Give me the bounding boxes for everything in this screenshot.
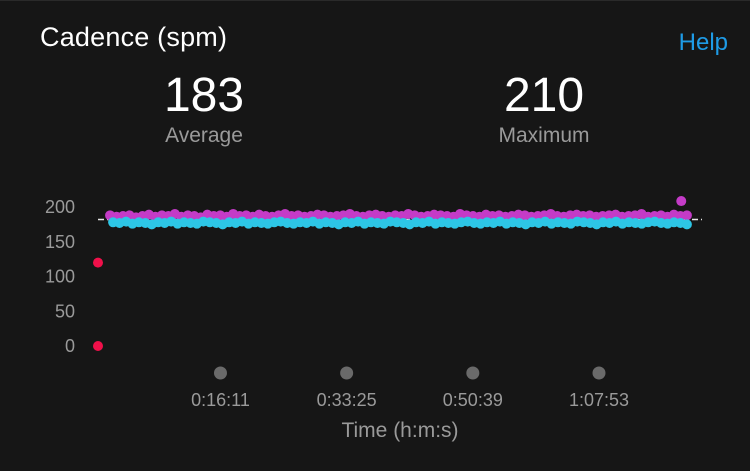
help-link[interactable]: Help — [678, 29, 728, 56]
average-stat: 183 Average — [94, 70, 314, 148]
x-tick-marker — [592, 366, 606, 380]
maximum-value: 210 — [503, 69, 585, 122]
x-tick-label: 0:16:11 — [191, 390, 250, 410]
y-tick-label: 100 — [45, 267, 75, 287]
cadence-outlier-point — [93, 257, 103, 268]
x-tick-label: 0:33:25 — [317, 390, 377, 410]
chart-title: Cadence (spm) — [40, 22, 228, 52]
cadence-low-point — [681, 219, 692, 230]
x-tick-marker — [340, 366, 354, 380]
x-tick-label: 0:50:39 — [443, 390, 503, 410]
x-axis-title: Time (h:m:s) — [341, 419, 459, 442]
x-tick-label: 1:07:53 — [569, 390, 629, 410]
x-tick-marker — [466, 366, 480, 380]
maximum-stat: 210 Maximum — [434, 70, 654, 148]
y-tick-label: 150 — [45, 232, 75, 252]
x-tick-marker — [213, 366, 227, 380]
cadence-max-point — [676, 196, 687, 207]
maximum-label: Maximum — [498, 124, 590, 147]
y-tick-label: 0 — [65, 336, 75, 356]
cadence-high-point — [681, 210, 692, 221]
y-tick-label: 200 — [45, 197, 75, 217]
average-label: Average — [165, 124, 243, 147]
card-divider — [0, 0, 750, 1]
y-tick-label: 50 — [55, 301, 75, 321]
cadence-outlier-point — [93, 341, 103, 351]
average-value: 183 — [163, 69, 245, 122]
